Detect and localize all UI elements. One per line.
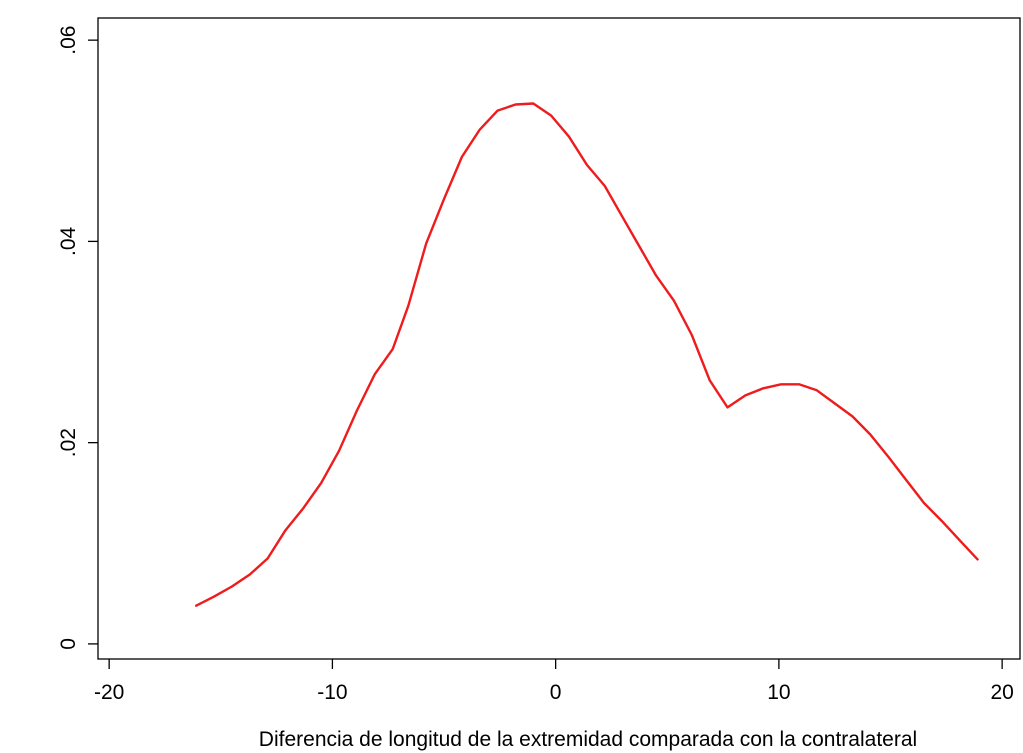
y-tick-label: .04 <box>57 226 80 256</box>
x-axis: -20 -10 0 10 20 <box>94 659 1014 704</box>
y-axis: 0 .02 .04 .06 <box>57 26 98 650</box>
x-axis-title: Diferencia de longitud de la extremidad … <box>259 728 917 751</box>
density-line <box>194 102 979 607</box>
plot-frame <box>97 17 1021 660</box>
y-tick-label: 0 <box>57 638 80 650</box>
x-tick-label: 20 <box>990 681 1013 704</box>
series-layer <box>194 102 979 607</box>
x-tick-label: 0 <box>550 681 562 704</box>
x-tick-label: 10 <box>767 681 790 704</box>
y-tick-label: .06 <box>57 26 80 55</box>
x-tick-label: -20 <box>94 681 124 704</box>
x-tick-label: -10 <box>317 681 347 704</box>
y-tick-label: .02 <box>57 428 80 457</box>
